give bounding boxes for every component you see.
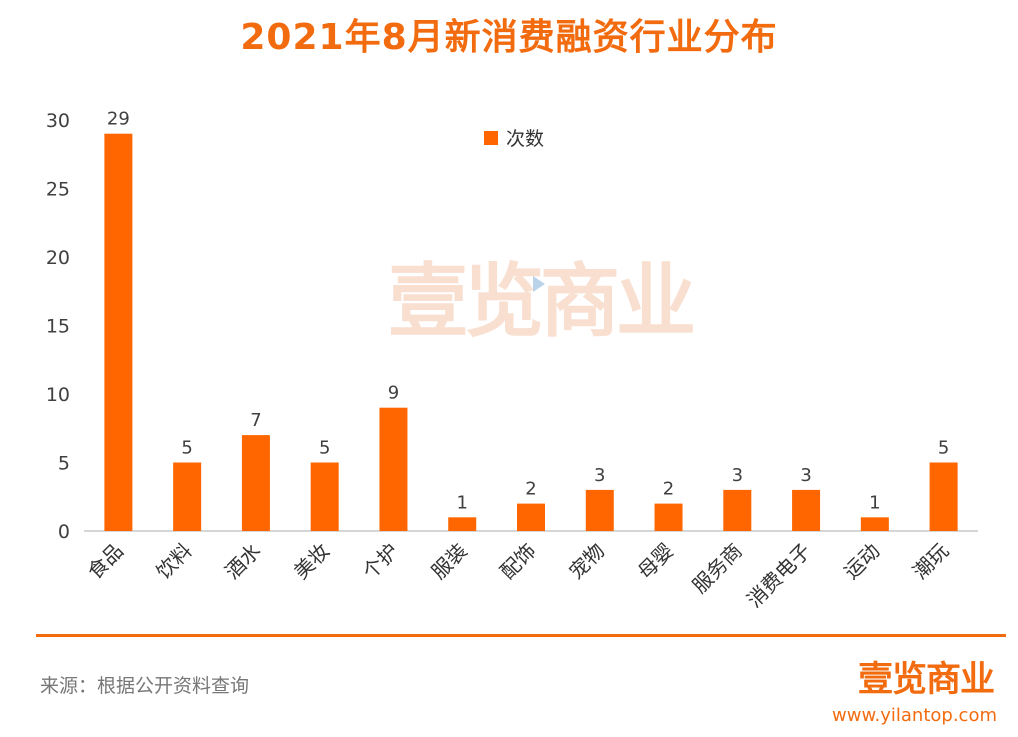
- x-tick-label: 母婴: [633, 539, 678, 584]
- x-tick-label: 配饰: [495, 539, 540, 584]
- y-tick-label: 15: [46, 316, 70, 338]
- data-label: 7: [250, 410, 261, 431]
- bar-5: [448, 517, 477, 531]
- x-tick-label: 宠物: [564, 539, 609, 584]
- data-label: 1: [457, 492, 468, 513]
- brand-logo: 壹览商业: [858, 660, 995, 700]
- bar-11: [860, 517, 889, 531]
- watermark-text: 壹览商业: [388, 255, 696, 348]
- bar-0: [104, 133, 133, 531]
- x-tick-label: 服装: [427, 539, 472, 584]
- bar-10: [792, 489, 821, 531]
- source-note: 来源：根据公开资料查询: [40, 675, 250, 697]
- bar-3: [310, 462, 339, 531]
- bar-7: [585, 489, 614, 531]
- chart-legend: 次数: [484, 124, 544, 151]
- bar-9: [723, 489, 752, 531]
- x-tick-label: 潮玩: [908, 539, 953, 584]
- x-tick-label: 服务商: [687, 539, 746, 598]
- data-label: 1: [869, 492, 880, 513]
- x-tick-label: 饮料: [151, 539, 196, 584]
- bar-1: [173, 462, 202, 531]
- data-label: 5: [181, 438, 192, 459]
- chart-title: 2021年8月新消费融资行业分布: [240, 17, 778, 58]
- x-tick-label: 酒水: [220, 539, 265, 584]
- y-tick-label: 30: [46, 110, 70, 132]
- y-tick-label: 5: [58, 453, 70, 475]
- x-tick-label: 运动: [839, 539, 884, 584]
- y-tick-label: 25: [46, 179, 70, 201]
- data-label: 3: [732, 465, 743, 486]
- data-label: 5: [319, 438, 330, 459]
- x-tick-label: 消费电子: [742, 539, 816, 613]
- legend-label: 次数: [506, 128, 545, 150]
- x-tick-label: 美妆: [289, 539, 334, 584]
- brand-url[interactable]: www.yilantop.com: [832, 705, 997, 726]
- data-label: 3: [594, 465, 605, 486]
- data-label: 9: [388, 383, 399, 404]
- y-tick-label: 0: [58, 521, 70, 543]
- data-label: 3: [800, 465, 811, 486]
- watermark-play-icon: [533, 276, 545, 292]
- bar-4: [379, 407, 408, 531]
- data-label: 2: [663, 479, 674, 500]
- footer-divider: [36, 634, 1006, 637]
- y-tick-label: 10: [46, 384, 70, 406]
- bar-8: [654, 503, 683, 531]
- legend-swatch: [484, 130, 498, 145]
- bar-12: [929, 462, 958, 531]
- bar-6: [517, 503, 545, 531]
- x-tick-label: 食品: [83, 539, 128, 584]
- data-label: 5: [938, 438, 949, 459]
- y-tick-label: 20: [46, 247, 70, 269]
- x-tick-label: 个护: [358, 539, 403, 584]
- data-label: 29: [107, 109, 130, 130]
- bar-2: [241, 435, 270, 531]
- data-label: 2: [525, 479, 536, 500]
